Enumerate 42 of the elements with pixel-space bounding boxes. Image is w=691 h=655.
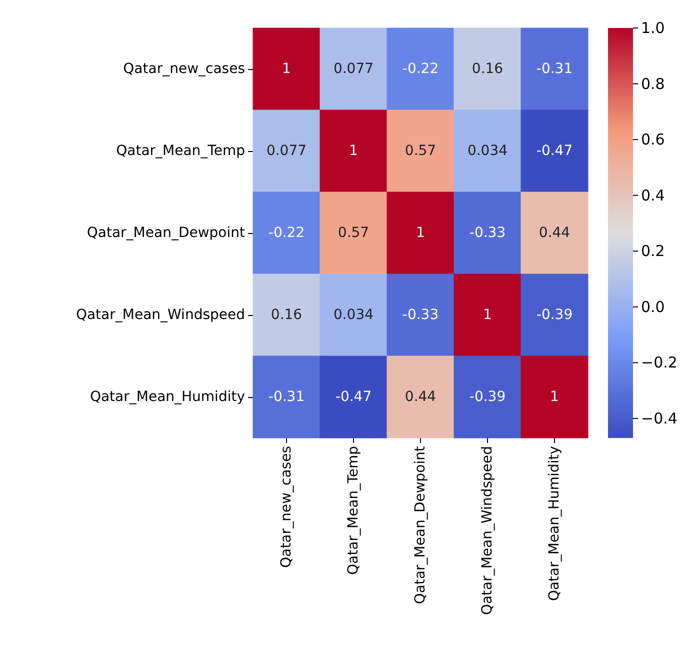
x-tick-label: Qatar_Mean_Temp [346, 446, 362, 575]
y-tick-label: Qatar_Mean_Dewpoint [86, 225, 246, 241]
data-label: -0.22 [268, 225, 305, 241]
data-label: 0.077 [333, 61, 374, 77]
color-bar-label: 0.0 [641, 298, 665, 316]
data-label: 0.57 [404, 143, 436, 159]
y-tick-label: Qatar_Mean_Windspeed [76, 307, 245, 323]
data-label: 0.034 [333, 307, 374, 323]
data-label: 0.44 [538, 225, 570, 241]
data-label: -0.47 [536, 143, 573, 159]
data-label: -0.39 [536, 307, 573, 323]
data-label: 1 [349, 143, 358, 159]
data-label: -0.33 [402, 307, 439, 323]
data-label: 0.16 [270, 307, 302, 323]
data-label: 0.57 [338, 225, 370, 241]
data-label: 0.16 [472, 61, 504, 77]
data-label: 1 [416, 225, 425, 241]
data-label: -0.47 [335, 389, 372, 405]
data-label: 0.44 [404, 389, 436, 405]
x-tick-label: Qatar_Mean_Humidity [546, 446, 562, 602]
data-label: -0.31 [536, 61, 573, 77]
y-tick-label: Qatar_Mean_Humidity [90, 389, 245, 405]
data-label: 1 [282, 61, 291, 77]
x-tick-label: Qatar_Mean_Dewpoint [412, 446, 428, 604]
color-bar-label: −0.2 [641, 354, 678, 372]
data-label: 1 [483, 307, 492, 323]
data-label: 0.034 [467, 143, 508, 159]
data-label: -0.31 [268, 389, 305, 405]
y-tick-label: Qatar_Mean_Temp [116, 143, 246, 159]
color-bar-label: 0.6 [641, 130, 665, 149]
y-tick-label: Qatar_new_cases [123, 61, 245, 77]
data-label: 1 [550, 389, 559, 405]
color-bar-label: 0.2 [641, 242, 665, 260]
x-tick-label: Qatar_Mean_Windspeed [480, 446, 496, 616]
data-label: -0.33 [469, 225, 506, 241]
color-bar-label: 0.4 [641, 186, 665, 204]
data-label: -0.39 [469, 389, 506, 405]
color-bar-label: 1.0 [641, 19, 665, 37]
color-bar-label: −0.4 [641, 409, 678, 428]
data-label: 0.077 [266, 143, 307, 159]
color-bar-label: 0.8 [641, 74, 665, 93]
data-label: -0.22 [402, 61, 439, 77]
